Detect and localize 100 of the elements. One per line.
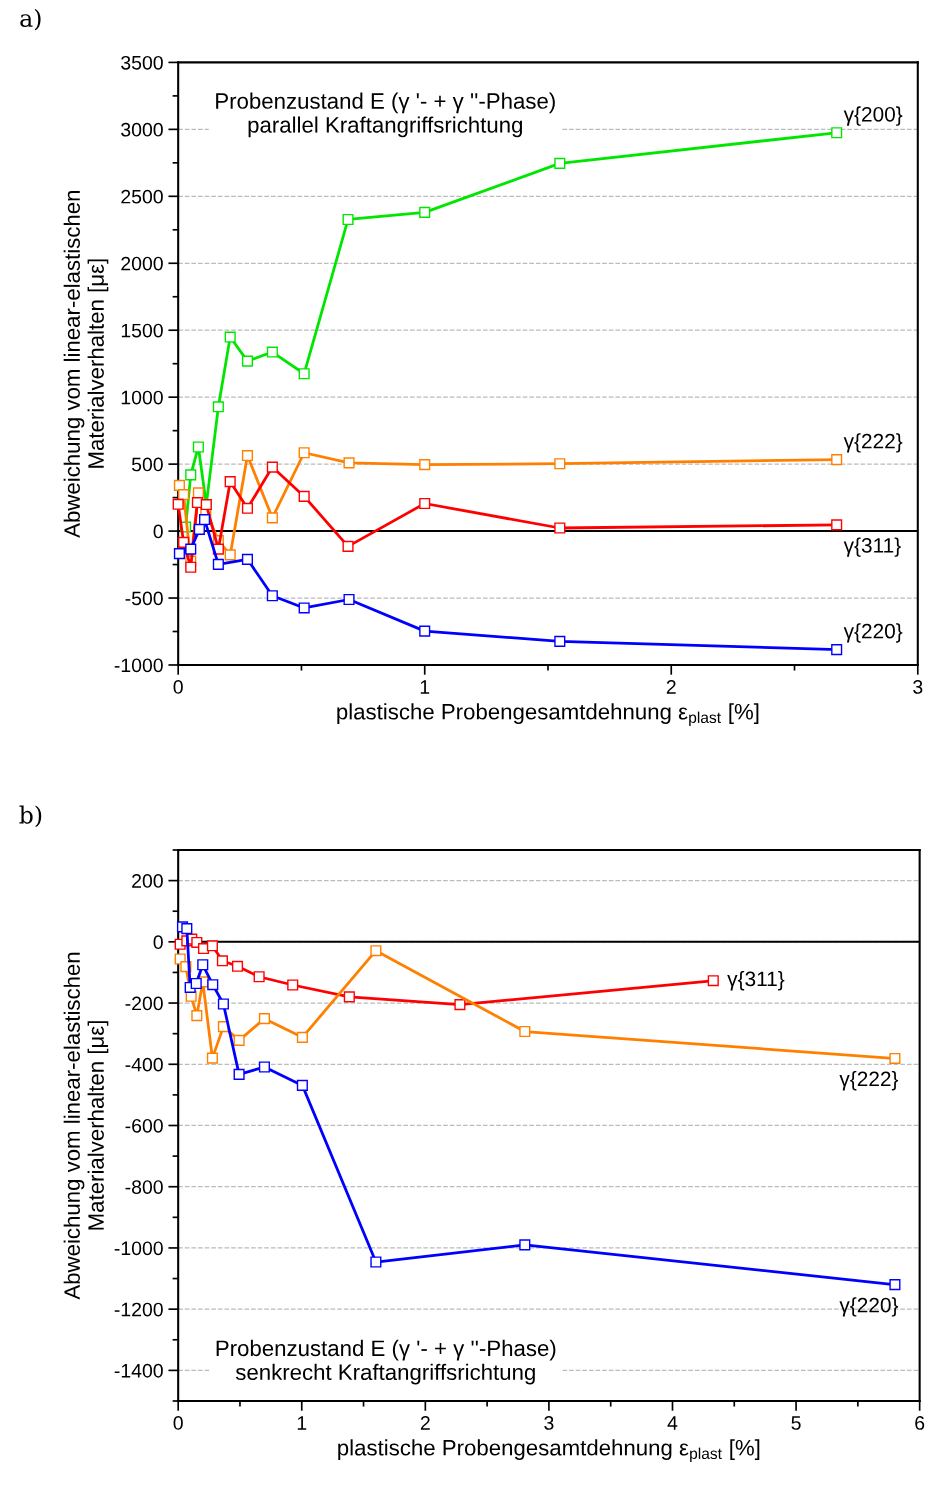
- point: [343, 991, 355, 1003]
- y-tick-label: -200: [125, 996, 163, 1011]
- point: [342, 540, 354, 552]
- y-tick-label: 0: [153, 524, 163, 539]
- series-label: γ{220}: [839, 1297, 899, 1317]
- point: [224, 476, 236, 488]
- point: [554, 458, 566, 470]
- y-tick-label: 200: [132, 874, 163, 888]
- point: [198, 514, 211, 526]
- point: [370, 1256, 382, 1268]
- point: [831, 127, 843, 139]
- point: [233, 1034, 245, 1046]
- point: [831, 454, 843, 466]
- point: [197, 959, 209, 971]
- point: [296, 1079, 308, 1091]
- point: [342, 213, 354, 226]
- point: [172, 498, 184, 510]
- point: [419, 206, 431, 218]
- x-tick-label: 0: [173, 680, 183, 694]
- y-tick-label: 3500: [121, 55, 163, 70]
- annotation: Probenzustand E (γ '- + γ ''-Phase) parallel Kraftangriffsrichtung: [216, 92, 555, 138]
- point: [192, 487, 204, 499]
- series-label: γ{311}: [843, 537, 901, 557]
- point: [241, 450, 254, 462]
- point: [185, 561, 197, 573]
- point: [192, 441, 204, 453]
- point: [554, 635, 566, 647]
- point: [519, 1239, 531, 1251]
- x-tick-label: 0: [173, 1416, 183, 1430]
- point: [419, 497, 431, 510]
- point: [206, 1052, 218, 1064]
- point: [224, 331, 236, 343]
- point: [241, 553, 254, 565]
- point: [370, 945, 382, 957]
- y-tick-label: -1200: [114, 1302, 163, 1317]
- point: [519, 1025, 531, 1038]
- point: [831, 519, 843, 531]
- point: [298, 490, 310, 502]
- point: [258, 1013, 270, 1025]
- x-tick-label: 6: [915, 1416, 925, 1430]
- series-label: γ{222}: [839, 1070, 899, 1091]
- x-tick-label: 2: [666, 680, 676, 694]
- point: [253, 971, 265, 983]
- y-tick-label: 1000: [121, 390, 163, 405]
- point: [173, 548, 185, 560]
- y-tick-label: 2500: [121, 189, 163, 204]
- y-tick-label: -1400: [114, 1363, 163, 1378]
- y-tick-label: 0: [153, 935, 163, 950]
- point: [185, 469, 197, 481]
- x-tick-label: 1: [297, 1416, 307, 1430]
- point: [343, 457, 355, 469]
- point: [231, 960, 244, 972]
- point: [889, 1279, 901, 1291]
- y-tick-label: -400: [125, 1057, 163, 1072]
- x-tick-label: 2: [420, 1416, 430, 1430]
- y-tick-label: -600: [125, 1118, 163, 1133]
- point: [266, 346, 278, 358]
- y-tick-label: -500: [125, 591, 163, 606]
- point: [181, 923, 193, 935]
- point: [216, 955, 228, 967]
- y-tick-label: 1500: [121, 323, 163, 338]
- point: [217, 998, 229, 1010]
- point: [298, 447, 310, 459]
- y-tick-label: 2000: [121, 256, 163, 271]
- point: [185, 543, 197, 555]
- point: [190, 977, 202, 990]
- point: [707, 975, 719, 987]
- x-tick-label: 4: [667, 1416, 678, 1430]
- series-label: γ{311}: [727, 970, 785, 991]
- point: [266, 461, 278, 473]
- y-tick-label: -1000: [114, 1241, 163, 1256]
- y-axis-title: Abweichung vom linear-elastischen Materialverhalten [με]: [63, 952, 109, 1300]
- point: [233, 1068, 245, 1080]
- point: [193, 523, 205, 535]
- y-tick-label: -1000: [114, 658, 163, 673]
- point: [554, 522, 566, 534]
- point: [206, 940, 218, 952]
- point: [258, 1061, 270, 1073]
- chart-title: b): [19, 805, 42, 828]
- point: [419, 625, 431, 637]
- y-tick-label: -800: [125, 1180, 163, 1194]
- x-axis-title: plastische Probengesamtdehnung ε$_{plast}$ [%]: [337, 703, 759, 727]
- x-tick-label: 3: [913, 680, 923, 694]
- chart-title: a): [20, 8, 41, 31]
- point: [224, 549, 236, 561]
- point: [191, 1010, 203, 1022]
- point: [212, 401, 224, 413]
- point: [298, 368, 310, 380]
- point: [266, 512, 278, 524]
- point: [212, 558, 224, 570]
- point: [554, 157, 566, 169]
- x-axis-title: plastische Probengesamtdehnung ε$_{plast}$ [%]: [338, 1439, 760, 1463]
- y-tick-label: 500: [131, 457, 163, 472]
- point: [831, 644, 843, 656]
- x-tick-label: 1: [420, 680, 430, 694]
- series-label: γ{222}: [843, 433, 903, 453]
- point: [296, 1031, 308, 1043]
- point: [207, 979, 219, 991]
- point: [889, 1052, 901, 1065]
- point: [241, 502, 254, 514]
